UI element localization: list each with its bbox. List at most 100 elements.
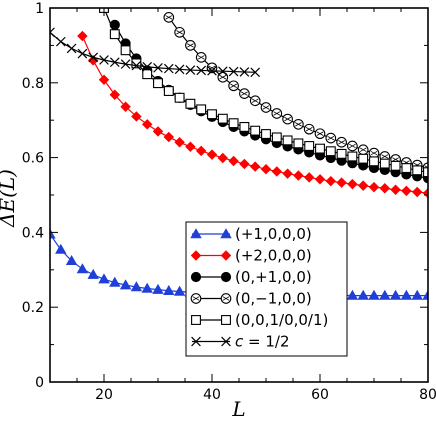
- series-2-point: [228, 155, 239, 167]
- legend-label-6: c = 1/2: [235, 333, 290, 351]
- series-4-point: [239, 88, 250, 99]
- series-6: [50, 27, 261, 78]
- series-1-point: [87, 268, 99, 279]
- series-4-point: [336, 136, 347, 148]
- series-5-point: [228, 118, 239, 129]
- series-5-point: [185, 98, 196, 109]
- series-2-point: [411, 186, 423, 198]
- y-tick-label: 1: [35, 1, 44, 17]
- series-2-point: [163, 131, 175, 143]
- series-4-point: [293, 118, 304, 130]
- y-axis-label: ΔE(L): [0, 169, 19, 228]
- y-tick-label: 0.2: [22, 300, 44, 316]
- series-6-point: [174, 64, 185, 75]
- series-5-line: [103, 8, 428, 173]
- series-4-point: [249, 95, 261, 107]
- series-6-point: [55, 36, 66, 47]
- series-2-point: [422, 187, 428, 199]
- series-6-point: [88, 52, 99, 63]
- series-4-point: [271, 108, 283, 119]
- series-5-point: [142, 69, 153, 80]
- legend-label-1: (+1,0,0,0): [235, 225, 312, 243]
- series-1-point: [152, 283, 164, 294]
- series-6-line: [50, 31, 256, 73]
- series-4-point: [185, 40, 196, 51]
- series-2-point: [217, 152, 229, 164]
- series-6-point: [217, 66, 228, 77]
- series-5-point: [250, 125, 261, 136]
- series-2-point: [271, 166, 283, 177]
- series-4-point: [325, 132, 337, 144]
- series-4-point: [163, 12, 175, 23]
- series-5-point: [207, 109, 217, 120]
- series-1-point: [346, 289, 359, 300]
- series-5-point: [196, 104, 207, 115]
- series-5-point: [293, 138, 304, 149]
- series-2-point: [293, 170, 304, 181]
- series-2-point: [401, 185, 412, 197]
- series-6-point: [207, 66, 217, 76]
- series-6-point: [131, 60, 142, 71]
- series-2-point: [325, 175, 337, 187]
- series-2-point: [152, 126, 164, 137]
- series-6-point: [120, 59, 131, 69]
- series-2-point: [195, 145, 207, 157]
- series-6-point: [163, 63, 174, 74]
- legend-marker-1: [220, 228, 232, 239]
- series-2-point: [249, 161, 261, 172]
- series-2-point: [98, 74, 110, 86]
- y-tick-label: 0: [35, 375, 44, 391]
- legend-label-5: (0,0,1/0,0/1): [235, 311, 328, 329]
- series-1-point: [163, 284, 175, 295]
- series-5-point: [423, 167, 428, 178]
- series-5-point: [304, 141, 315, 151]
- legend-marker-6: [221, 336, 231, 347]
- series-5-point: [412, 165, 423, 176]
- series-2-point: [282, 168, 293, 179]
- series-2-point: [185, 141, 196, 152]
- series-6-point: [66, 43, 77, 54]
- series-5-point: [163, 86, 174, 96]
- series-1-point: [50, 228, 56, 239]
- legend-marker-2: [190, 250, 202, 261]
- x-tick-label: 60: [311, 387, 329, 403]
- series-5-point: [239, 121, 250, 132]
- series-2-point: [120, 101, 131, 112]
- series-5-point: [131, 58, 142, 69]
- series-2: [77, 30, 428, 199]
- legend-label-2: (+2,0,0,0): [235, 247, 312, 265]
- legend: (+1,0,0,0) (+2,0,0,0) (0,+1,0,0) (0,−1,0,0)…: [185, 221, 348, 357]
- series-4-point: [260, 102, 272, 113]
- series-1-point: [55, 243, 67, 254]
- legend-marker-3: [220, 271, 232, 283]
- series-5-point: [358, 153, 369, 164]
- series-5-point: [325, 146, 336, 157]
- series-6-point: [142, 61, 153, 72]
- series-5-point: [401, 163, 412, 174]
- series-1-point: [109, 276, 121, 287]
- series-2-point: [347, 178, 358, 190]
- series-2-point: [303, 172, 315, 183]
- series-5-point: [282, 135, 293, 146]
- series-6-point: [50, 27, 55, 38]
- series-1-point: [141, 282, 153, 293]
- series-6-point: [99, 55, 109, 65]
- series-5-point: [174, 92, 185, 103]
- x-axis-label: L: [231, 397, 245, 421]
- series-1-point: [379, 289, 391, 300]
- series-2-point: [131, 111, 142, 122]
- legend-marker-4: [220, 293, 232, 304]
- series-1-point: [389, 289, 402, 300]
- series-5-point: [120, 45, 131, 56]
- series-1-point: [76, 263, 89, 274]
- series-5-point: [347, 151, 358, 162]
- series-2-point: [206, 149, 218, 160]
- series-2-point: [141, 119, 153, 130]
- series-5-point: [109, 29, 120, 40]
- series-6-point: [196, 65, 207, 76]
- series-1-point: [119, 279, 132, 290]
- series-1-point: [357, 289, 369, 300]
- legend-marker-4: [190, 293, 202, 304]
- legend-box: [185, 221, 348, 357]
